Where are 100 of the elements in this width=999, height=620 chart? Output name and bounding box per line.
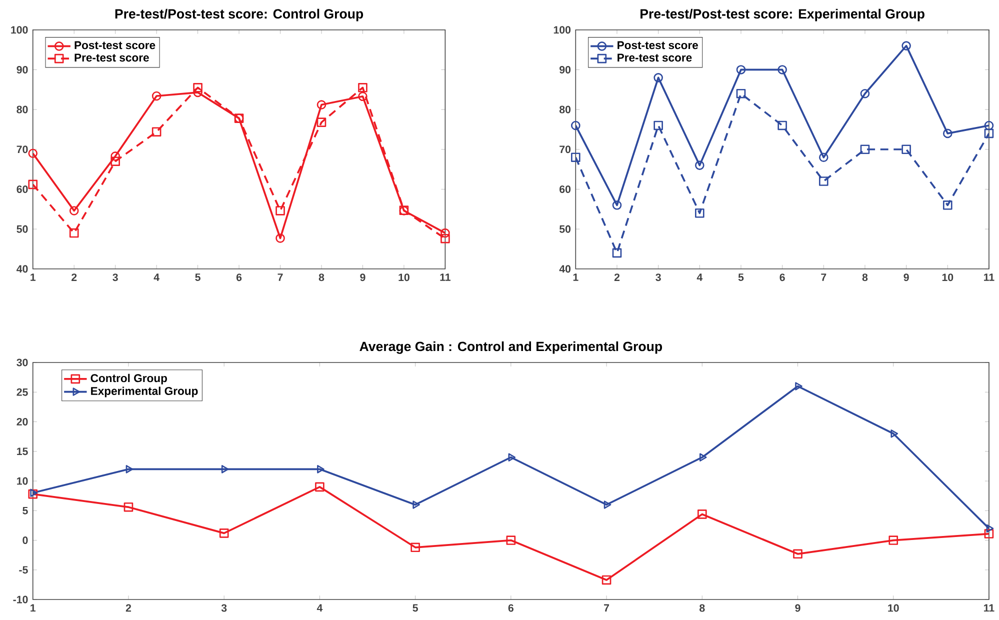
x-tick-label: 1 xyxy=(30,273,36,281)
point xyxy=(612,248,622,258)
x-tick-label: 7 xyxy=(604,604,610,612)
y-tick-label: 15 xyxy=(17,447,28,455)
point xyxy=(654,72,663,82)
point xyxy=(890,429,898,438)
x-tick-label: 5 xyxy=(412,604,418,612)
point xyxy=(984,528,994,538)
x-tick-label: 4 xyxy=(696,273,703,281)
point xyxy=(612,200,622,210)
x-tick-label: 1 xyxy=(30,604,36,612)
y-tick-label: 70 xyxy=(560,145,571,153)
x-tick-label: 6 xyxy=(508,604,514,612)
point xyxy=(942,200,952,210)
legend-label: Pre-test score xyxy=(74,53,149,62)
point xyxy=(69,206,79,216)
x-tick-label: 6 xyxy=(236,273,242,281)
y-tick-label: 30 xyxy=(16,358,28,366)
x-tick-label: 9 xyxy=(795,604,800,612)
point xyxy=(506,535,516,545)
point xyxy=(152,91,162,100)
point xyxy=(984,120,994,130)
y-tick-label: 50 xyxy=(16,225,28,233)
point xyxy=(986,524,994,532)
x-tick-label: 4 xyxy=(316,604,323,612)
y-tick-label: 40 xyxy=(559,264,571,272)
legend-label: Post-test score xyxy=(74,41,156,49)
y-tick-label: 80 xyxy=(559,106,571,114)
x-tick-label: 2 xyxy=(126,604,132,612)
y-tick-label: 70 xyxy=(16,145,28,153)
y-tick-label: 60 xyxy=(16,185,28,193)
x-tick-label: 7 xyxy=(821,273,826,281)
point xyxy=(571,152,580,162)
point xyxy=(860,144,870,154)
point xyxy=(110,156,120,166)
point xyxy=(778,64,787,74)
point xyxy=(604,500,612,509)
y-tick-label: 50 xyxy=(559,225,571,233)
chart-title: Pre-test/Post-test score: Experimental Group xyxy=(640,8,924,21)
x-tick-label: 8 xyxy=(318,273,324,281)
point xyxy=(902,40,911,50)
chart-title: Average Gain : Control and Experimental Group xyxy=(360,341,662,354)
y-tick-label: -5 xyxy=(19,566,28,574)
point xyxy=(736,64,746,74)
point xyxy=(315,482,324,492)
point xyxy=(440,228,450,238)
point xyxy=(219,528,229,538)
x-tick-label: 11 xyxy=(984,604,994,612)
point xyxy=(736,88,746,98)
legend-label: Control Group xyxy=(90,374,167,384)
x-tick-label: 8 xyxy=(700,604,705,612)
y-tick-label: 100 xyxy=(11,26,28,34)
point xyxy=(126,464,134,474)
x-tick-label: 5 xyxy=(195,273,200,281)
point xyxy=(440,234,450,244)
y-tick-label: 40 xyxy=(16,264,28,272)
point xyxy=(410,542,420,552)
point xyxy=(316,117,326,127)
point xyxy=(317,464,324,474)
point xyxy=(193,82,202,92)
legend-label: Experimental Group xyxy=(91,386,198,397)
point xyxy=(358,82,368,92)
point xyxy=(695,208,704,218)
x-tick-label: 3 xyxy=(221,604,227,612)
x-tick-label: 9 xyxy=(904,273,909,281)
point xyxy=(984,128,994,138)
y-tick-label: 90 xyxy=(16,66,28,74)
point xyxy=(412,500,420,509)
x-tick-label: 10 xyxy=(942,273,954,281)
x-tick-label: 10 xyxy=(398,273,410,281)
point xyxy=(778,120,787,130)
point xyxy=(793,549,802,558)
y-tick-label: 60 xyxy=(560,185,571,193)
point xyxy=(695,160,704,170)
point xyxy=(818,152,828,162)
point xyxy=(276,233,285,243)
point xyxy=(276,206,285,216)
y-tick-label: 5 xyxy=(22,506,28,514)
point xyxy=(699,452,707,462)
x-tick-label: 2 xyxy=(614,273,620,281)
legend-label: Pre-test score xyxy=(618,53,692,62)
point xyxy=(602,575,612,584)
y-tick-label: 90 xyxy=(560,66,571,74)
point xyxy=(795,382,802,390)
x-tick-label: 8 xyxy=(862,273,868,281)
y-tick-label: 20 xyxy=(16,418,28,426)
x-tick-label: 3 xyxy=(656,273,661,281)
chart-title: Pre-test/Post-test score: Control Group xyxy=(115,8,364,21)
point xyxy=(69,228,79,238)
x-tick-label: 10 xyxy=(888,604,899,612)
x-tick-label: 6 xyxy=(780,273,785,281)
legend-label: Post-test score xyxy=(618,41,698,49)
point xyxy=(358,92,368,101)
point xyxy=(902,144,911,154)
x-tick-label: 4 xyxy=(154,273,160,281)
point xyxy=(316,100,326,110)
point xyxy=(860,88,870,98)
y-tick-label: 100 xyxy=(554,26,571,34)
y-tick-label: -10 xyxy=(13,596,28,604)
x-tick-label: 5 xyxy=(738,273,744,281)
